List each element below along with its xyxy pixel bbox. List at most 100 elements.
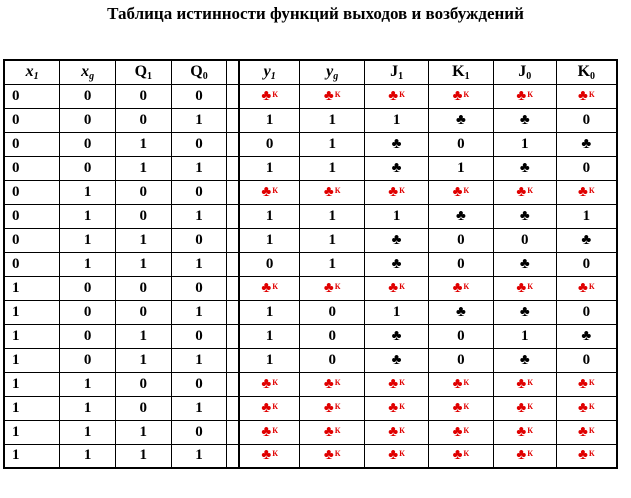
k-mark: К: [399, 89, 405, 99]
table-row: 1 0 0 1 1 0 1 ♣ ♣ 0: [3, 299, 618, 325]
table-cell: 0: [299, 347, 366, 373]
table-cell: 0: [59, 83, 116, 109]
red-club-k-icon: ♣К: [427, 419, 494, 445]
club-icon: ♣: [452, 87, 463, 104]
club-icon: ♣: [452, 447, 463, 464]
table-cell: 0: [59, 131, 116, 157]
k-mark: К: [272, 401, 278, 411]
table-cell: 0: [555, 299, 618, 325]
club-icon: ♣: [323, 399, 334, 416]
column-header-sub: 1: [33, 70, 39, 82]
dont-care-club-icon: ♣: [492, 107, 557, 133]
table-cell: 0: [114, 299, 172, 325]
table-cell: 1: [299, 131, 366, 157]
k-mark: К: [463, 401, 470, 411]
table-cell: 1: [114, 443, 172, 469]
table-cell: 0: [3, 203, 61, 229]
table-cell: 1: [3, 347, 61, 373]
club-icon: ♣: [391, 255, 402, 272]
k-mark: К: [527, 425, 534, 435]
table-cell: 1: [170, 347, 228, 373]
table-cell: 1: [170, 299, 228, 325]
column-header: x1: [3, 59, 61, 85]
red-club-k-icon: ♣К: [299, 179, 366, 205]
table-row: 1 0 0 0 ♣К ♣К ♣К ♣К ♣К ♣К: [3, 275, 618, 301]
club-icon: ♣: [323, 447, 334, 464]
spacer-cell: [226, 347, 240, 373]
table-cell: 0: [238, 131, 301, 157]
red-club-k-icon: ♣К: [364, 275, 429, 301]
club-icon: ♣: [455, 111, 466, 128]
red-club-k-icon: ♣К: [238, 275, 301, 301]
k-mark: К: [272, 185, 278, 195]
table-cell: 1: [364, 107, 429, 133]
club-icon: ♣: [261, 423, 272, 440]
table-cell: 0: [170, 83, 228, 109]
dont-care-club-icon: ♣: [364, 131, 429, 157]
table-row: 0 1 0 1 1 1 1 ♣ ♣ 1: [3, 203, 618, 229]
header-row: x1 xg Q1 Q0 y1 yg J1 K1 J0 K0: [3, 59, 618, 85]
table-cell: 0: [238, 251, 301, 277]
club-icon: ♣: [516, 87, 527, 104]
k-mark: К: [463, 89, 470, 99]
club-icon: ♣: [323, 87, 334, 104]
table-body: 0 0 0 0 ♣К ♣К ♣К ♣К ♣К ♣К 0 0 0 1 1 1 1 ♣ ♣ 0 0 0 1 0 0 1 ♣ 0 1 ♣ 0 0 1 1…: [3, 83, 618, 469]
club-icon: ♣: [452, 183, 463, 200]
table-cell: 0: [170, 371, 228, 397]
red-club-k-icon: ♣К: [299, 443, 366, 469]
spacer-cell: [226, 179, 240, 205]
red-club-k-icon: ♣К: [555, 275, 618, 301]
club-icon: ♣: [516, 279, 527, 296]
column-header: y1: [238, 59, 301, 85]
dont-care-club-icon: ♣: [364, 347, 429, 373]
club-icon: ♣: [388, 447, 399, 464]
club-icon: ♣: [519, 111, 530, 128]
table-cell: 0: [59, 155, 116, 181]
dont-care-club-icon: ♣: [492, 203, 557, 229]
table-cell: 1: [3, 323, 61, 349]
dont-care-club-icon: ♣: [555, 323, 618, 349]
spacer-cell: [226, 443, 240, 469]
table-cell: 0: [427, 227, 494, 253]
red-club-k-icon: ♣К: [364, 179, 429, 205]
table-cell: 1: [59, 371, 116, 397]
club-icon: ♣: [388, 399, 399, 416]
club-icon: ♣: [261, 87, 272, 104]
club-icon: ♣: [261, 183, 272, 200]
red-club-k-icon: ♣К: [427, 179, 494, 205]
table-row: 0 0 1 1 1 1 ♣ 1 ♣ 0: [3, 155, 618, 181]
club-icon: ♣: [261, 375, 272, 392]
table-cell: 1: [299, 107, 366, 133]
table-cell: 1: [59, 419, 116, 445]
club-icon: ♣: [519, 351, 530, 368]
column-header-sub: 0: [202, 70, 208, 82]
club-icon: ♣: [577, 447, 588, 464]
table-cell: 1: [364, 299, 429, 325]
table-cell: 1: [114, 227, 172, 253]
table-cell: 0: [114, 107, 172, 133]
red-club-k-icon: ♣К: [427, 275, 494, 301]
table-cell: 1: [114, 323, 172, 349]
table-cell: 1: [170, 251, 228, 277]
k-mark: К: [334, 401, 341, 411]
dont-care-club-icon: ♣: [427, 107, 494, 133]
table-cell: 1: [299, 203, 366, 229]
table-row: 0 0 1 0 0 1 ♣ 0 1 ♣: [3, 131, 618, 157]
club-icon: ♣: [577, 423, 588, 440]
column-header-sub: 1: [147, 70, 153, 82]
table-cell: 0: [114, 83, 172, 109]
table-cell: 0: [555, 347, 618, 373]
red-club-k-icon: ♣К: [238, 371, 301, 397]
table-cell: 0: [555, 251, 618, 277]
table-row: 0 1 1 0 1 1 ♣ 0 0 ♣: [3, 227, 618, 253]
table-cell: 1: [364, 203, 429, 229]
column-header: xg: [59, 59, 116, 85]
column-header: K0: [555, 59, 618, 85]
table-cell: 1: [114, 155, 172, 181]
table-cell: 1: [3, 371, 61, 397]
club-icon: ♣: [577, 399, 588, 416]
table-cell: 0: [3, 155, 61, 181]
k-mark: К: [399, 449, 405, 459]
column-header-main: x: [81, 62, 90, 80]
k-mark: К: [527, 449, 534, 459]
